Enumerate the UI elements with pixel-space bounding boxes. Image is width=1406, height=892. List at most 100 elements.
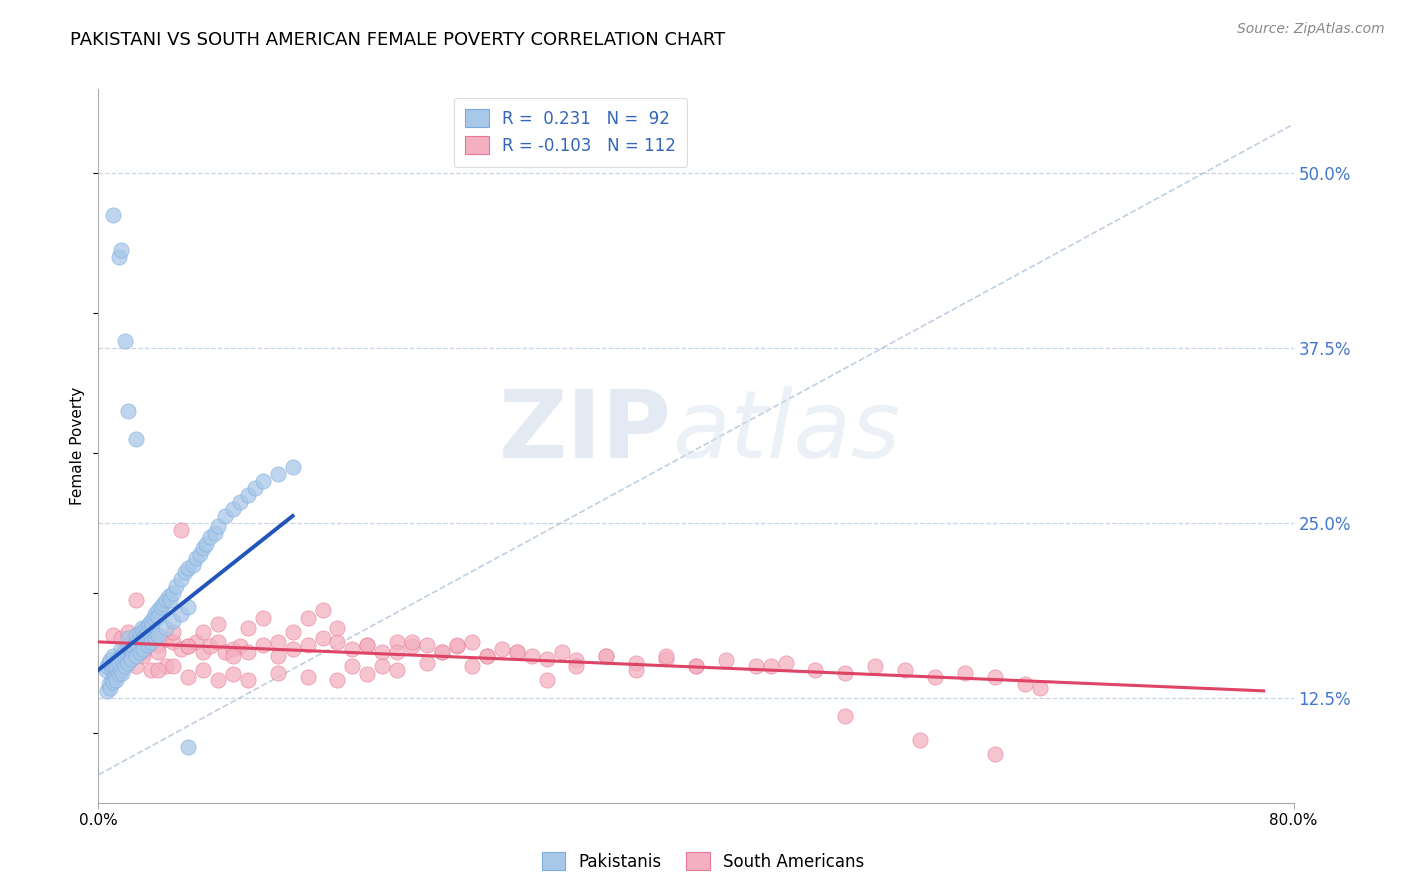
Point: [131, 621, 153, 635]
Point: [148, 645, 170, 659]
Point: [506, 645, 529, 659]
Point: [342, 658, 364, 673]
Point: [103, 648, 125, 663]
Point: [107, 651, 129, 665]
Point: [184, 550, 207, 565]
Point: [111, 653, 134, 667]
Point: [536, 651, 558, 665]
Point: [125, 432, 148, 446]
Point: [169, 607, 191, 621]
Point: [117, 404, 139, 418]
Point: [98, 653, 122, 667]
Point: [984, 747, 1007, 761]
Point: [565, 653, 588, 667]
Point: [148, 609, 170, 624]
Point: [98, 681, 122, 695]
Point: [229, 639, 252, 653]
Point: [236, 645, 259, 659]
Point: [132, 645, 155, 659]
Point: [416, 638, 439, 652]
Point: [108, 657, 131, 672]
Point: [125, 635, 148, 649]
Point: [141, 618, 163, 632]
Point: [117, 638, 139, 652]
Point: [108, 667, 131, 681]
Point: [118, 641, 141, 656]
Point: [120, 648, 142, 663]
Point: [356, 638, 378, 652]
Point: [184, 635, 207, 649]
Point: [430, 645, 453, 659]
Point: [155, 632, 177, 646]
Point: [207, 616, 229, 631]
Point: [128, 632, 150, 646]
Point: [125, 658, 148, 673]
Point: [136, 638, 159, 652]
Point: [536, 673, 558, 687]
Point: [222, 641, 245, 656]
Point: [385, 663, 409, 677]
Point: [371, 658, 394, 673]
Point: [125, 648, 148, 663]
Point: [129, 625, 152, 640]
Point: [281, 460, 304, 475]
Point: [191, 541, 214, 556]
Point: [475, 648, 498, 663]
Point: [148, 663, 170, 677]
Point: [129, 645, 152, 659]
Point: [155, 593, 177, 607]
Point: [105, 673, 128, 687]
Point: [142, 611, 165, 625]
Point: [200, 530, 222, 544]
Point: [135, 621, 157, 635]
Point: [222, 667, 245, 681]
Point: [655, 651, 678, 665]
Point: [385, 645, 409, 659]
Point: [834, 709, 856, 723]
Point: [207, 673, 229, 687]
Point: [550, 645, 572, 659]
Point: [252, 611, 274, 625]
Point: [267, 665, 290, 680]
Point: [214, 645, 236, 659]
Point: [267, 648, 290, 663]
Point: [101, 663, 124, 677]
Point: [150, 599, 173, 614]
Point: [626, 663, 648, 677]
Point: [181, 558, 204, 572]
Point: [177, 639, 200, 653]
Point: [953, 665, 976, 680]
Point: [326, 621, 349, 635]
Point: [834, 665, 856, 680]
Point: [759, 658, 782, 673]
Point: [132, 625, 155, 640]
Point: [222, 648, 245, 663]
Point: [281, 641, 304, 656]
Point: [775, 656, 797, 670]
Point: [222, 502, 245, 516]
Point: [446, 639, 468, 653]
Point: [356, 667, 378, 681]
Point: [200, 639, 222, 653]
Point: [96, 658, 118, 673]
Legend: Pakistanis, South Americans: Pakistanis, South Americans: [533, 844, 873, 880]
Point: [252, 638, 274, 652]
Text: Source: ZipAtlas.com: Source: ZipAtlas.com: [1237, 22, 1385, 37]
Point: [626, 656, 648, 670]
Point: [104, 656, 127, 670]
Point: [297, 611, 319, 625]
Point: [117, 625, 139, 640]
Point: [281, 625, 304, 640]
Point: [152, 597, 174, 611]
Point: [491, 641, 513, 656]
Point: [191, 663, 214, 677]
Point: [139, 663, 162, 677]
Point: [103, 675, 125, 690]
Point: [96, 684, 118, 698]
Point: [127, 638, 149, 652]
Point: [311, 603, 333, 617]
Point: [685, 658, 707, 673]
Point: [655, 648, 678, 663]
Point: [162, 658, 184, 673]
Point: [121, 645, 143, 659]
